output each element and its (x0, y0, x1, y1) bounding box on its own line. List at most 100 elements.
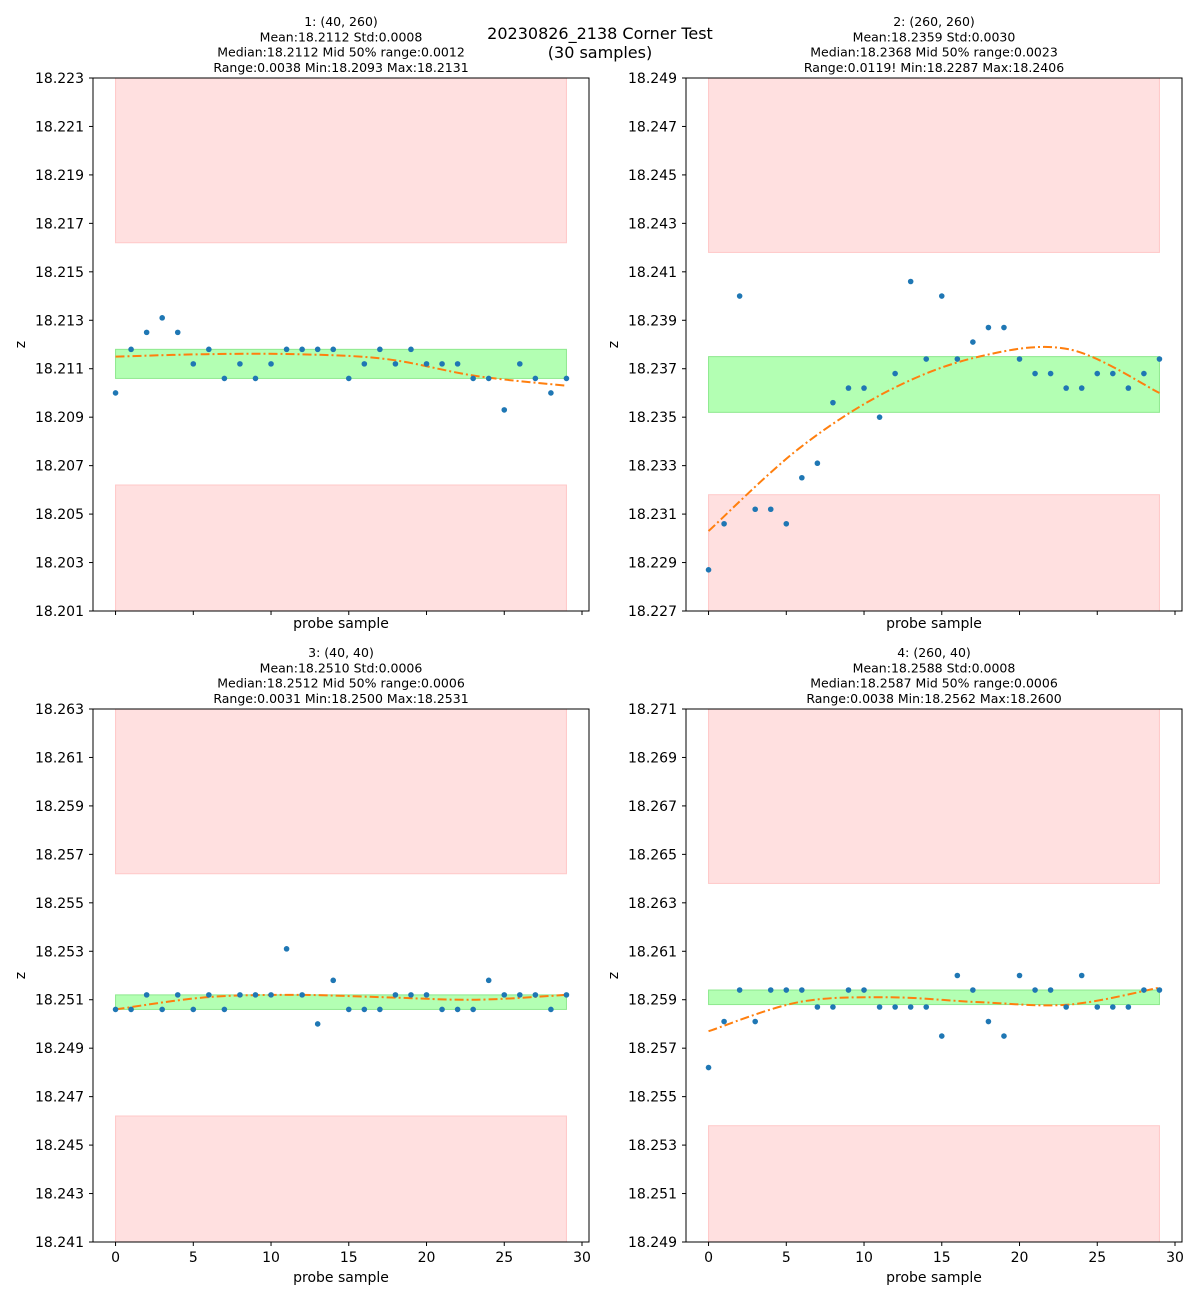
chart-4-title-line-1: 4: (260, 40) (897, 645, 971, 660)
chart-3-ytick-label: 18.243 (35, 1187, 84, 1203)
chart-1-bad-band-1 (115, 77, 567, 244)
chart-4-point (814, 1004, 821, 1010)
chart-3-ytick-label: 18.261 (35, 750, 84, 766)
chart-3-point (143, 992, 150, 998)
chart-3: 18.241 18.243 18.245 18.247 18.249 18.251 18.2… (13, 645, 591, 1286)
chart-1-ytick-label: 18.215 (35, 265, 84, 281)
chart-3-point (454, 1006, 461, 1013)
chart-4-point (985, 1018, 992, 1025)
chart-2-point (985, 324, 992, 331)
chart-3-point (221, 1006, 228, 1013)
chart-2-point (970, 339, 976, 345)
chart-1-point (548, 390, 554, 396)
chart-3-title-line-2: Mean:18.2510 Std:0.0006 (260, 660, 423, 675)
chart-4-point (938, 1033, 945, 1039)
chart-2-point (721, 520, 727, 527)
chart-2-point (1141, 370, 1147, 377)
chart-3-point (314, 1021, 321, 1027)
chart-2-point (1016, 356, 1023, 362)
chart-1: 18.201 18.203 18.205 18.207 18.209 18.211 18.2… (13, 14, 590, 632)
chart-2-ytick-label: 18.237 (628, 362, 677, 378)
chart-2-title-line-4: Range:0.0119! Min:18.2287 Max:18.2406 (804, 60, 1064, 75)
chart-3-xtick-label: 20 (418, 1250, 436, 1266)
chart-3-point (268, 992, 274, 998)
chart-3-ylabel: z (13, 972, 29, 979)
chart-4-point (861, 987, 867, 993)
chart-2-point (752, 506, 758, 513)
chart-1-point (143, 329, 150, 336)
chart-1-point (501, 407, 508, 413)
chart-2-bad-band-2 (708, 494, 1160, 612)
chart-1-ytick-label: 18.213 (35, 313, 84, 329)
chart-3-ytick-label: 18.263 (35, 702, 84, 718)
chart-1-point (392, 361, 399, 367)
chart-2-point (923, 356, 930, 362)
chart-1-ytick-label: 18.217 (35, 216, 84, 232)
chart-2-ytick-label: 18.249 (628, 71, 677, 87)
chart-3-bad-band-1 (115, 708, 567, 875)
chart-2-point (783, 520, 790, 527)
chart-1-point (299, 346, 305, 353)
chart-3-point (377, 1006, 383, 1013)
chart-3-point (361, 1006, 368, 1013)
chart-1-point (237, 361, 243, 367)
chart-4-point (736, 987, 743, 993)
chart-4-ytick-label: 18.265 (628, 847, 677, 863)
chart-1-point (454, 361, 461, 367)
chart-4-ytick-label: 18.257 (628, 1041, 677, 1057)
chart-2-ytick-label: 18.229 (628, 556, 677, 572)
chart-1-ytick-label: 18.203 (35, 556, 84, 572)
chart-4-point (907, 1004, 914, 1010)
chart-2-point (892, 370, 898, 377)
chart-2-ytick-label: 18.235 (628, 410, 677, 426)
chart-1-point (283, 346, 290, 353)
chart-3-point (470, 1006, 476, 1013)
chart-2-point (1047, 370, 1054, 377)
chart-1-bad-band-2 (115, 484, 567, 612)
chart-4-point (1156, 987, 1163, 993)
chart-3-xtick-label: 10 (262, 1250, 280, 1266)
chart-2-ytick-label: 18.233 (628, 459, 677, 475)
chart-4: 18.249 18.251 18.253 18.255 18.257 18.259 18.2… (606, 645, 1184, 1286)
chart-4-point (1141, 987, 1147, 993)
chart-1-ytick-label: 18.221 (35, 119, 84, 135)
chart-1-point (128, 346, 134, 353)
chart-2-point (954, 356, 961, 362)
chart-1-point (252, 375, 259, 382)
chart-4-xtick-label: 15 (933, 1250, 951, 1266)
chart-4-ytick-label: 18.249 (628, 1235, 677, 1251)
chart-3-point (174, 992, 181, 998)
chart-1-fit-line (115, 352, 567, 387)
chart-4-ytick-label: 18.267 (628, 799, 677, 815)
chart-3-point (112, 1006, 119, 1013)
chart-2-title-line-3: Median:18.2368 Mid 50% range:0.0023 (810, 45, 1058, 60)
chart-4-point (954, 972, 961, 979)
chart-3-point (517, 992, 523, 998)
chart-1-point (221, 375, 228, 382)
chart-2-xlabel: probe sample (886, 616, 982, 632)
chart-4-xlabel: probe sample (886, 1270, 982, 1286)
chart-2-ytick-label: 18.241 (628, 265, 677, 281)
chart-2-fit-line (707, 345, 1160, 532)
chart-2-point (861, 385, 867, 391)
chart-4-point (1047, 987, 1054, 993)
chart-4-ytick-label: 18.251 (628, 1187, 677, 1203)
chart-1-title-line-1: 1: (40, 260) (304, 14, 378, 29)
chart-3-point (190, 1006, 197, 1013)
chart-4-xtick-label: 5 (782, 1250, 791, 1266)
chart-4-bad-band-1 (708, 708, 1160, 884)
chart-1-ytick-label: 18.219 (35, 168, 84, 184)
chart-3-point (563, 992, 570, 998)
chart-1-title-line-3: Median:18.2112 Mid 50% range:0.0012 (217, 45, 465, 60)
chart-4-ytick-label: 18.261 (628, 944, 677, 960)
chart-1-axes-frame (92, 77, 590, 612)
chart-4-ytick-label: 18.271 (628, 702, 677, 718)
chart-3-point (299, 992, 305, 998)
chart-1-xlabel: probe sample (293, 616, 389, 632)
chart-3-point (283, 946, 290, 952)
chart-3-point (423, 992, 430, 998)
chart-3-ytick-label: 18.241 (35, 1235, 84, 1251)
chart-3-ytick-label: 18.249 (35, 1041, 84, 1057)
chart-2: 18.227 18.229 18.231 18.233 18.235 18.237 18.2… (606, 14, 1183, 632)
